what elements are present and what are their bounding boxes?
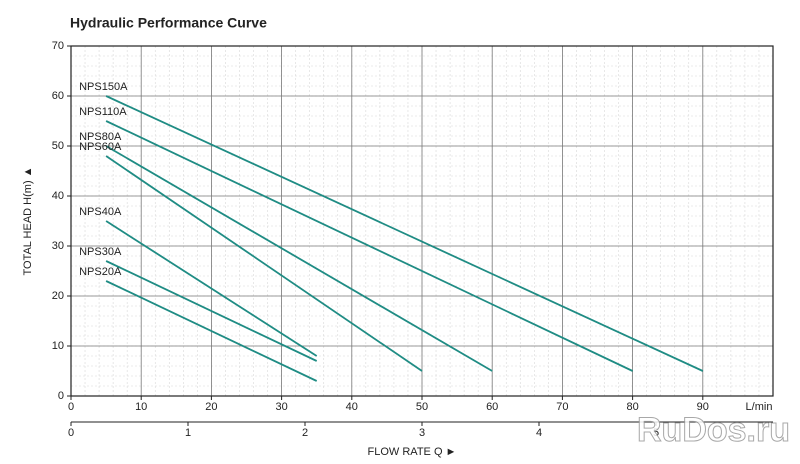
- series-label: NPS80A: [79, 131, 122, 143]
- series-line: [105, 220, 318, 357]
- y-tick-label: 50: [52, 140, 64, 152]
- x-unit-label: L/min: [746, 401, 773, 413]
- x-tick-label: 80: [626, 401, 638, 413]
- x2-tick-label: 3: [419, 427, 425, 439]
- x2-tick-label: 4: [536, 427, 542, 439]
- watermark: RuDos.ru: [637, 411, 790, 449]
- x-tick-label: 70: [556, 401, 568, 413]
- x-tick-label: 0: [68, 401, 74, 413]
- y-tick-label: 10: [52, 340, 64, 352]
- y-axis-label: TOTAL HEAD H(m) ▲: [22, 166, 34, 275]
- series-line: [105, 155, 423, 372]
- y-tick-label: 40: [52, 190, 64, 202]
- x-tick-label: 50: [416, 401, 428, 413]
- x2-tick-label: 2: [302, 427, 308, 439]
- series-line: [105, 95, 704, 372]
- x2-tick-label: 0: [68, 427, 74, 439]
- series-line: [105, 260, 318, 362]
- chart-title: Hydraulic Performance Curve: [70, 15, 267, 31]
- plot-frame: [70, 45, 774, 397]
- series-label: NPS20A: [79, 266, 122, 278]
- x2-tick-label: 5: [653, 427, 659, 439]
- series-label: NPS40A: [79, 206, 122, 218]
- x-tick-label: 20: [205, 401, 217, 413]
- x-tick-label: 30: [275, 401, 287, 413]
- series-label: NPS150A: [79, 81, 128, 93]
- series-line: [105, 280, 318, 382]
- y-tick-label: 30: [52, 240, 64, 252]
- y-tick-label: 60: [52, 90, 64, 102]
- x-tick-label: 40: [346, 401, 358, 413]
- series-label: NPS30A: [79, 246, 122, 258]
- y-tick-label: 0: [58, 390, 64, 402]
- x-tick-label: 60: [486, 401, 498, 413]
- series-label: NPS110A: [79, 106, 127, 118]
- y-tick-label: 70: [52, 40, 64, 52]
- x-tick-label: 90: [697, 401, 709, 413]
- series-label: NPS60A: [79, 141, 122, 153]
- x-axis-label: FLOW RATE Q ►: [368, 446, 457, 458]
- x2-tick-label: 1: [185, 427, 191, 439]
- y-tick-label: 20: [52, 290, 64, 302]
- series-line: [105, 145, 493, 372]
- x-tick-label: 10: [135, 401, 147, 413]
- series-line: [105, 120, 633, 372]
